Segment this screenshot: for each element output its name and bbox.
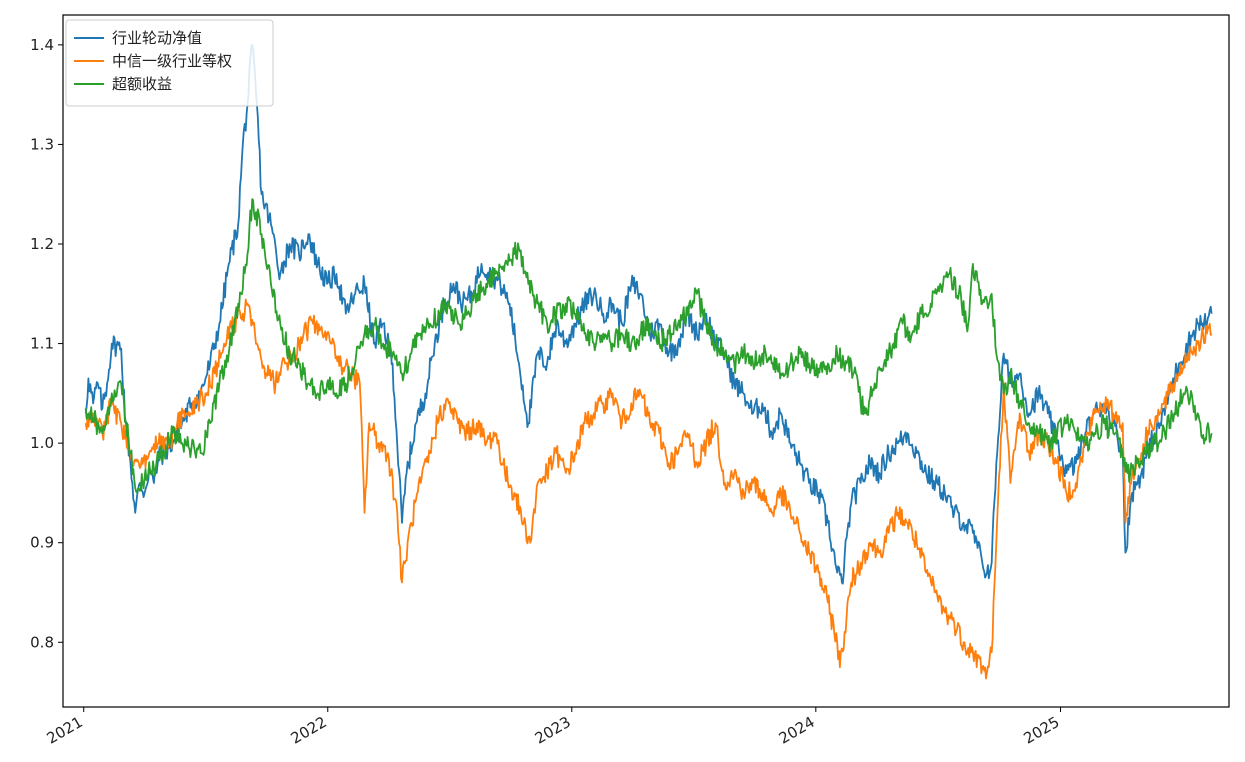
y-tick-label: 1.2 (30, 235, 54, 253)
series-layer (84, 44, 1213, 680)
y-axis: 0.8 0.9 1.0 1.1 1.2 1.3 1.4 (30, 36, 63, 651)
y-tick-label: 0.9 (30, 534, 54, 552)
y-tick-label: 1.1 (30, 335, 54, 353)
y-tick-label: 1.0 (30, 434, 54, 452)
series-line-3 (84, 198, 1213, 494)
y-tick-label: 1.4 (30, 36, 54, 54)
series-line-2 (84, 298, 1213, 680)
legend-label-3: 超额收益 (112, 75, 172, 93)
plot-frame (62, 14, 1230, 708)
legend-box (65, 19, 274, 107)
legend-label-2: 中信一级行业等权 (112, 52, 232, 70)
y-tick-label: 1.3 (30, 135, 54, 153)
y-tick-label: 0.8 (30, 633, 54, 651)
legend-label-1: 行业轮动净值 (112, 29, 202, 47)
